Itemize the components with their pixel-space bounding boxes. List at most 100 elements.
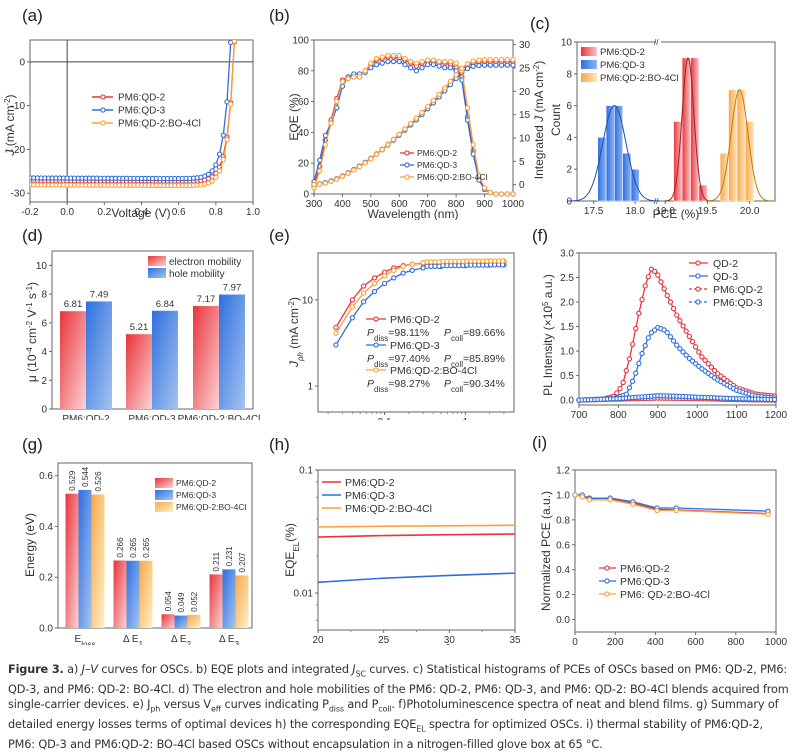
- caption-segment: V: [90, 663, 98, 676]
- legend-marker: [604, 578, 610, 584]
- bar-value-label: 6.84: [156, 299, 175, 310]
- x-tick-label: 20.0: [740, 206, 760, 217]
- data-point: [476, 172, 482, 179]
- axis-break-top: [656, 39, 661, 45]
- data-point: [629, 341, 636, 347]
- series-line-PM6:QD-2: [317, 533, 516, 538]
- y-tick-label: 1.0: [556, 490, 570, 501]
- data-point: [385, 58, 391, 65]
- y-tick-label: 6: [41, 318, 47, 329]
- y-axis-label: EQEEL(%): [283, 523, 301, 577]
- y-tick-label: 8: [41, 290, 47, 301]
- category-label: Eloss: [75, 634, 96, 645]
- caption-segment: EL: [416, 724, 426, 734]
- data-point: [419, 58, 425, 65]
- legend-marker: [404, 162, 410, 168]
- fit-curve-PM6:QD-2: [664, 57, 712, 202]
- x-tick-label: 17.5: [584, 206, 604, 217]
- legend-label: PM6:QD-2: [118, 93, 166, 104]
- legend-label: PM6:QD-2:BO-4Cl: [176, 502, 246, 512]
- data-point: [402, 61, 408, 68]
- data-point: [402, 126, 408, 132]
- data-point: [481, 62, 488, 68]
- y-tick-label: 2.5: [560, 273, 574, 284]
- bar-hole mobility: [86, 301, 112, 409]
- data-point: [487, 56, 493, 63]
- data-point: [447, 78, 454, 84]
- bar-hole mobility: [152, 310, 178, 409]
- legend-marker: [404, 174, 410, 180]
- data-point: [333, 330, 339, 336]
- x-tick-label: 0.6: [172, 207, 186, 218]
- data-point: [674, 312, 680, 318]
- x-tick-label: 500: [363, 199, 380, 210]
- x-tick-label: 400: [334, 199, 351, 210]
- data-point: [209, 168, 215, 174]
- data-point: [705, 361, 711, 367]
- data-point: [692, 344, 699, 350]
- legend-label: PM6:QD-3: [600, 60, 645, 71]
- data-point: [586, 497, 593, 503]
- data-point: [661, 286, 667, 292]
- legend-marker: [373, 367, 379, 373]
- y-tick-label: 0.5: [560, 371, 574, 382]
- y-tick-label: 4: [566, 133, 572, 144]
- data-point: [504, 62, 510, 68]
- panel-label-c: (c): [530, 14, 550, 33]
- data-point: [425, 61, 431, 68]
- hist-bar: [745, 121, 755, 202]
- data-point: [708, 364, 715, 370]
- data-point: [409, 261, 415, 267]
- caption-label: Figure 3.: [8, 663, 64, 676]
- y2-tick-label: 15: [519, 110, 531, 121]
- chart-c-histogram: // // 17.5 18.0 19.0 19.5 20.0 0 2 4 6 8 10 PM6:QD-2 P…: [532, 38, 776, 220]
- plot-frame: [574, 469, 777, 633]
- legend-label: PM6:QD-3: [176, 490, 216, 500]
- data-point: [623, 368, 629, 374]
- data-point: [572, 492, 578, 498]
- axis-break-mark: //: [654, 197, 659, 206]
- legend-label: hole mobility: [169, 269, 225, 280]
- data-point: [396, 58, 402, 65]
- y-axis-label: μ (10-4 cm-2 V-1 s-1): [25, 282, 40, 382]
- caption-segment: J: [81, 663, 85, 676]
- axis-break-mark: //: [654, 38, 659, 47]
- data-point: [371, 288, 378, 295]
- data-point: [430, 61, 437, 68]
- data-point: [633, 370, 639, 376]
- y-tick-label: 1.5: [560, 322, 574, 333]
- y-tick-label: 0.0: [556, 615, 570, 626]
- y-tick-label: 2.0: [560, 298, 574, 309]
- series-line-PM6:QD-2:BO-4Cl: [317, 524, 516, 528]
- legend-label: QD-3: [713, 271, 738, 283]
- x-tick-label: 700: [419, 199, 436, 210]
- legend-marker: [695, 299, 701, 305]
- chart-i-stability: 0 200 400 600 800 1000 0.0 0.2 0.4 0.6 0.8 1.0 1.2 PM…: [539, 466, 788, 646]
- legend-swatch: [581, 47, 597, 56]
- legend-label: PM6:QD-2:BO-4Cl: [600, 73, 679, 84]
- data-point: [487, 189, 493, 196]
- legend-marker: [100, 107, 106, 113]
- data-point: [442, 58, 448, 65]
- y-tick-label: 0.4: [556, 565, 570, 576]
- data-point: [664, 329, 670, 336]
- data-point: [231, 40, 238, 44]
- y-tick-label: -10: [11, 101, 26, 112]
- category-label: PM6:QD-2:BO-4Cl: [178, 414, 261, 420]
- data-point: [633, 325, 639, 332]
- x-tick-label: 1000: [765, 637, 788, 645]
- legend-marker: [695, 273, 701, 279]
- data-point: [487, 62, 493, 68]
- legend-marker: [604, 591, 610, 597]
- y-tick-label: 0: [566, 197, 572, 208]
- data-point: [402, 55, 408, 62]
- y-tick-label: 0.4: [39, 522, 53, 533]
- y-tick-label: 10: [302, 295, 314, 306]
- data-point: [396, 52, 402, 59]
- data-point: [510, 191, 516, 197]
- bar-PM6:QD-2:BO-4Cl: [187, 614, 201, 628]
- legend-swatch: [581, 73, 597, 82]
- bar-value-label: 0.052: [190, 591, 199, 612]
- y-tick-label: 80: [298, 66, 310, 77]
